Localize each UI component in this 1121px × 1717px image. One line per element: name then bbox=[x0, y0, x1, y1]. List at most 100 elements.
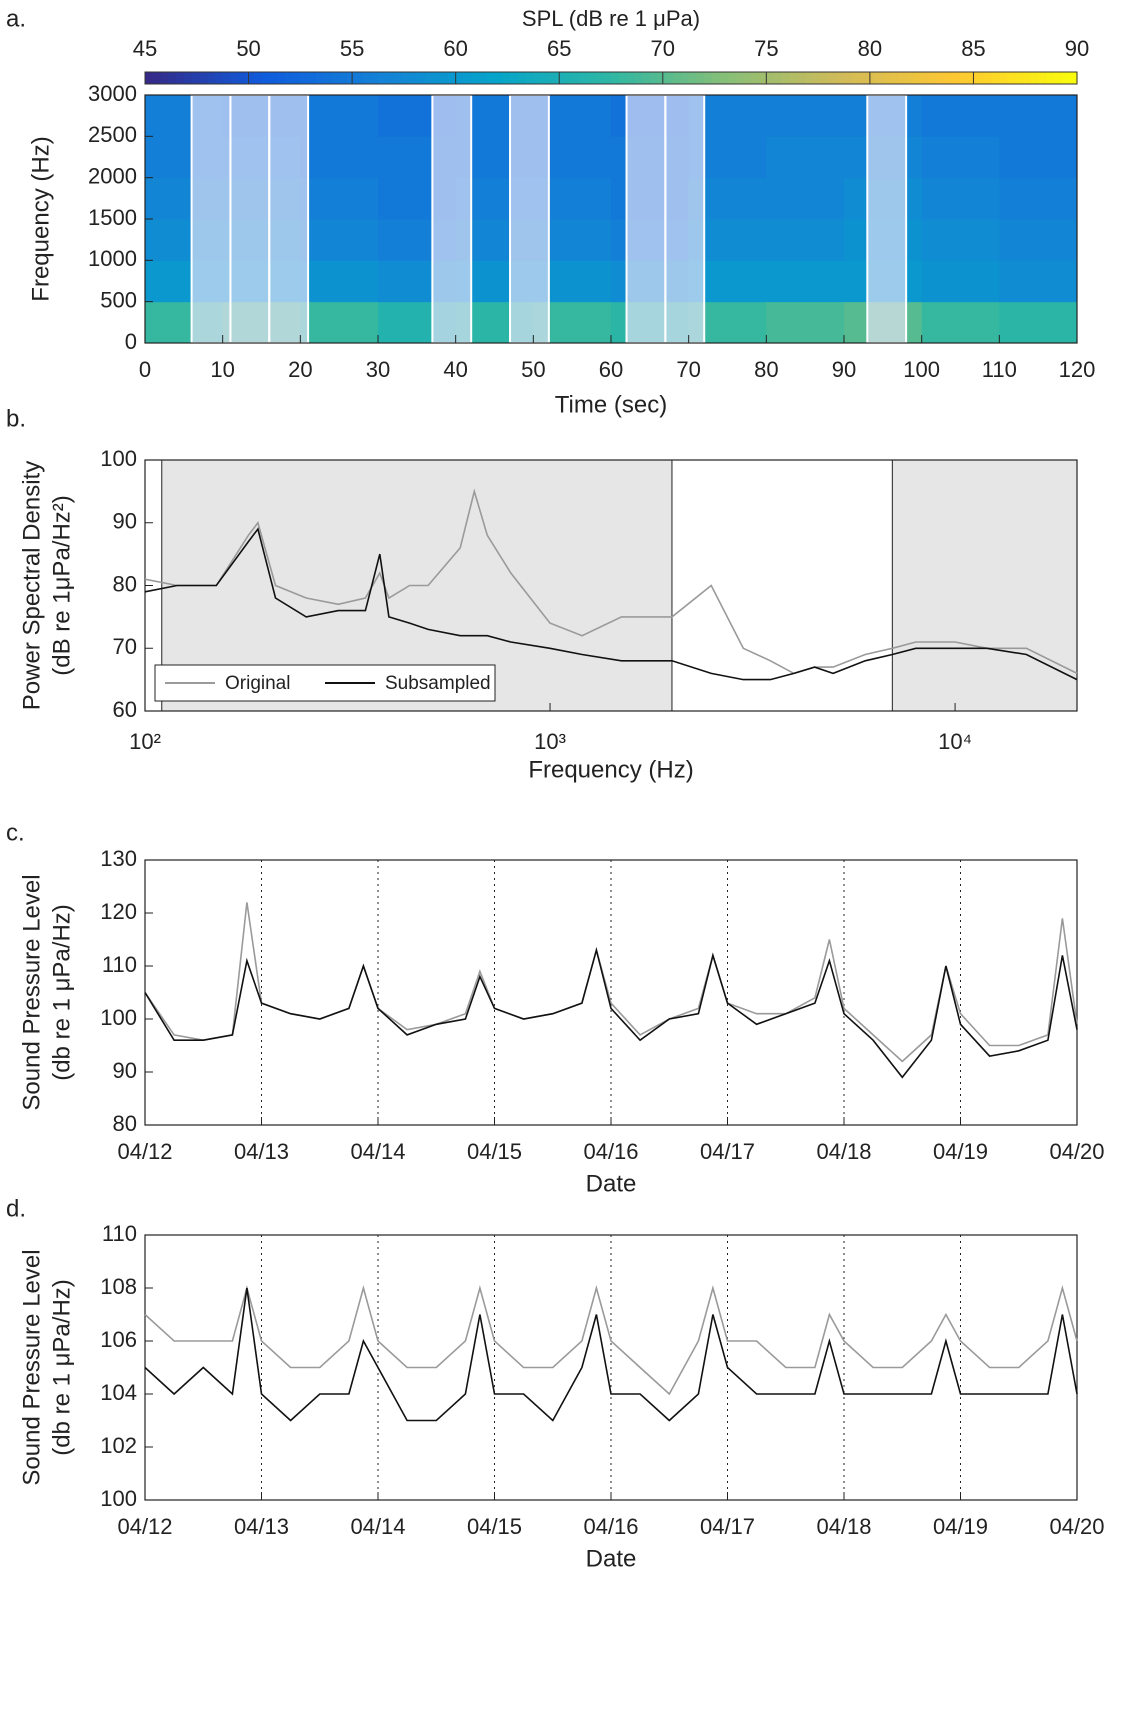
colorbar-tick-label: 60 bbox=[443, 36, 467, 61]
excluded-interval bbox=[268, 94, 310, 344]
x-tick-label: 04/12 bbox=[117, 1139, 172, 1164]
x-tick-label: 10 bbox=[210, 357, 234, 382]
x-tick-label: 50 bbox=[521, 357, 545, 382]
colorbar-segment bbox=[292, 72, 301, 84]
colorbar-segment bbox=[315, 72, 325, 84]
series-line bbox=[144, 488, 1078, 675]
x-tick-label: 04/13 bbox=[234, 1514, 289, 1539]
colorbar-segment bbox=[145, 72, 154, 84]
colorbar-tick-label: 45 bbox=[133, 36, 157, 61]
y-axis-label: (db re 1 μPa/Hz) bbox=[48, 1279, 75, 1456]
y-tick-label: 110 bbox=[102, 952, 137, 977]
colorbar-segment bbox=[432, 72, 441, 84]
heatmap-cell bbox=[921, 301, 1000, 344]
y-axis-label: (dB re 1μPa/Hz²) bbox=[48, 495, 75, 676]
series-line bbox=[144, 527, 1078, 681]
colorbar-segment bbox=[152, 72, 162, 84]
colorbar-segment bbox=[859, 72, 868, 84]
colorbar-segment bbox=[245, 72, 255, 84]
x-tick-label: 04/16 bbox=[583, 1514, 638, 1539]
colorbar-segment bbox=[517, 72, 527, 84]
colorbar-segment bbox=[354, 72, 364, 84]
y-tick-label: 1000 bbox=[88, 246, 137, 271]
y-tick-label: 100 bbox=[100, 1005, 137, 1030]
colorbar-segment bbox=[642, 72, 651, 84]
y-tick-label: 2500 bbox=[88, 122, 137, 147]
x-tick-label: 60 bbox=[599, 357, 623, 382]
colorbar-segment bbox=[906, 72, 915, 84]
x-tick-label: 04/14 bbox=[350, 1514, 405, 1539]
y-tick-label: 2000 bbox=[88, 163, 137, 188]
excluded-interval bbox=[509, 94, 550, 344]
x-tick-label: 04/19 bbox=[933, 1139, 988, 1164]
x-tick-label: 100 bbox=[903, 357, 940, 382]
colorbar-segment bbox=[913, 72, 923, 84]
colorbar-segment bbox=[525, 72, 534, 84]
colorbar-tick-label: 65 bbox=[547, 36, 571, 61]
heatmap-cell bbox=[300, 136, 379, 179]
y-tick-label: 0 bbox=[125, 329, 137, 354]
y-axis-label: Sound Pressure Level bbox=[18, 874, 45, 1110]
heatmap-cell bbox=[921, 136, 1000, 179]
x-tick-label: 90 bbox=[832, 357, 856, 382]
colorbar-segment bbox=[284, 72, 294, 84]
heatmap-cell bbox=[921, 260, 1000, 303]
colorbar-segment bbox=[999, 72, 1008, 84]
y-tick-label: 70 bbox=[113, 634, 137, 659]
y-axis-label: Sound Pressure Level bbox=[18, 1249, 45, 1485]
colorbar-segment bbox=[976, 72, 985, 84]
x-tick-label: 10³ bbox=[534, 729, 566, 754]
x-tick-label: 10⁴ bbox=[938, 729, 972, 754]
y-tick-label: 108 bbox=[100, 1274, 137, 1299]
colorbar-segment bbox=[750, 72, 760, 84]
heatmap-cell bbox=[300, 177, 379, 220]
colorbar-segment bbox=[711, 72, 721, 84]
x-tick-label: 120 bbox=[1059, 357, 1096, 382]
colorbar-segment bbox=[797, 72, 806, 84]
colorbar-segment bbox=[789, 72, 798, 84]
colorbar-segment bbox=[836, 72, 845, 84]
colorbar-segment bbox=[968, 72, 977, 84]
heatmap-cell bbox=[999, 301, 1078, 344]
colorbar-segment bbox=[820, 72, 830, 84]
heatmap-cell bbox=[300, 260, 379, 303]
colorbar-tick-label: 50 bbox=[236, 36, 260, 61]
colorbar-segment bbox=[1053, 72, 1063, 84]
colorbar-segment bbox=[867, 72, 876, 84]
colorbar-segment bbox=[207, 72, 216, 84]
colorbar-tick-label: 80 bbox=[858, 36, 882, 61]
colorbar-segment bbox=[191, 72, 200, 84]
colorbar-segment bbox=[812, 72, 822, 84]
colorbar-segment bbox=[455, 72, 465, 84]
colorbar-segment bbox=[238, 72, 247, 84]
y-tick-label: 80 bbox=[113, 1111, 137, 1136]
x-tick-label: 70 bbox=[676, 357, 700, 382]
colorbar-segment bbox=[719, 72, 729, 84]
colorbar-segment bbox=[1030, 72, 1039, 84]
colorbar-tick-label: 70 bbox=[651, 36, 675, 61]
x-tick-label: 80 bbox=[754, 357, 778, 382]
y-tick-label: 1500 bbox=[88, 205, 137, 230]
colorbar-segment bbox=[346, 72, 356, 84]
x-axis-label: Date bbox=[586, 1170, 637, 1197]
panel-label: b. bbox=[6, 405, 26, 432]
colorbar-segment bbox=[743, 72, 752, 84]
colorbar-segment bbox=[510, 72, 519, 84]
colorbar-segment bbox=[199, 72, 208, 84]
x-tick-label: 04/20 bbox=[1049, 1139, 1104, 1164]
legend-label: Original bbox=[225, 673, 290, 694]
colorbar-segment bbox=[502, 72, 511, 84]
colorbar-segment bbox=[160, 72, 169, 84]
colorbar-label: SPL (dB re 1 μPa) bbox=[522, 6, 700, 31]
colorbar-segment bbox=[409, 72, 418, 84]
colorbar-segment bbox=[579, 72, 589, 84]
colorbar-segment bbox=[929, 72, 938, 84]
colorbar-segment bbox=[300, 72, 309, 84]
series-line bbox=[144, 946, 1078, 1079]
x-tick-label: 40 bbox=[443, 357, 467, 382]
colorbar-segment bbox=[828, 72, 837, 84]
colorbar-segment bbox=[611, 72, 620, 84]
colorbar-segment bbox=[308, 72, 317, 84]
colorbar-segment bbox=[230, 72, 239, 84]
colorbar-segment bbox=[875, 72, 884, 84]
